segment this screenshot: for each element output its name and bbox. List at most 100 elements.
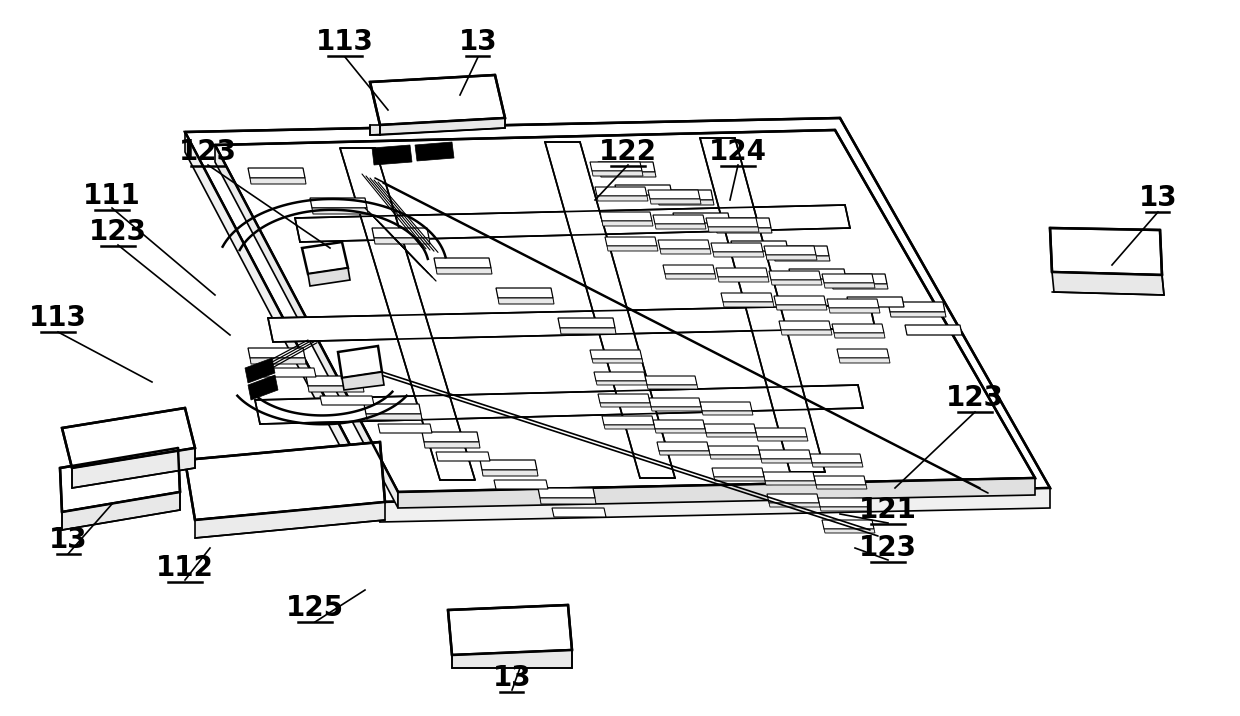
Text: 13: 13 <box>492 664 531 692</box>
Polygon shape <box>306 376 363 386</box>
Polygon shape <box>496 288 553 298</box>
Polygon shape <box>72 448 195 488</box>
Polygon shape <box>453 650 572 668</box>
Polygon shape <box>591 171 644 176</box>
Polygon shape <box>600 403 651 407</box>
Polygon shape <box>415 142 454 161</box>
Polygon shape <box>818 498 870 507</box>
Polygon shape <box>658 451 711 455</box>
Polygon shape <box>546 142 675 478</box>
Polygon shape <box>789 269 846 279</box>
Polygon shape <box>825 529 875 533</box>
Polygon shape <box>701 138 825 472</box>
Polygon shape <box>702 411 753 415</box>
Polygon shape <box>905 325 962 335</box>
Polygon shape <box>185 132 379 522</box>
Polygon shape <box>591 359 644 363</box>
Polygon shape <box>813 476 866 485</box>
Polygon shape <box>262 368 316 377</box>
Polygon shape <box>708 446 760 455</box>
Polygon shape <box>310 198 367 208</box>
Polygon shape <box>649 190 701 199</box>
Polygon shape <box>195 502 384 538</box>
Polygon shape <box>816 485 867 489</box>
Polygon shape <box>779 321 831 330</box>
Polygon shape <box>379 488 1050 522</box>
Polygon shape <box>888 302 945 312</box>
Polygon shape <box>706 218 758 227</box>
Polygon shape <box>755 428 807 437</box>
Polygon shape <box>715 268 768 277</box>
Polygon shape <box>704 424 756 433</box>
Text: 121: 121 <box>859 496 916 524</box>
Polygon shape <box>768 494 818 503</box>
Polygon shape <box>436 268 492 274</box>
Polygon shape <box>308 386 365 392</box>
Polygon shape <box>598 394 650 403</box>
Polygon shape <box>372 145 412 165</box>
Polygon shape <box>339 346 382 378</box>
Polygon shape <box>651 407 702 411</box>
Polygon shape <box>560 328 616 334</box>
Polygon shape <box>769 271 821 280</box>
Polygon shape <box>827 299 879 308</box>
Polygon shape <box>1052 272 1164 295</box>
Polygon shape <box>600 172 656 177</box>
Polygon shape <box>215 130 1035 492</box>
Polygon shape <box>658 240 711 249</box>
Polygon shape <box>763 472 815 481</box>
Text: 123: 123 <box>179 138 237 166</box>
Polygon shape <box>1050 228 1162 275</box>
Polygon shape <box>601 416 653 425</box>
Polygon shape <box>711 243 763 252</box>
Polygon shape <box>655 224 706 229</box>
Polygon shape <box>820 507 870 511</box>
Polygon shape <box>890 312 946 317</box>
Polygon shape <box>378 424 432 433</box>
Polygon shape <box>714 218 771 228</box>
Polygon shape <box>590 162 642 171</box>
Polygon shape <box>250 358 306 364</box>
Polygon shape <box>771 280 822 285</box>
Polygon shape <box>596 381 647 385</box>
Polygon shape <box>665 274 715 279</box>
Polygon shape <box>398 478 1035 508</box>
Polygon shape <box>615 185 672 195</box>
Polygon shape <box>255 385 863 424</box>
Polygon shape <box>776 305 827 310</box>
Polygon shape <box>595 187 647 196</box>
Polygon shape <box>781 330 832 335</box>
Polygon shape <box>308 268 350 286</box>
Polygon shape <box>715 228 773 233</box>
Polygon shape <box>215 145 398 508</box>
Polygon shape <box>374 238 430 244</box>
Polygon shape <box>657 442 709 451</box>
Text: 125: 125 <box>286 594 343 622</box>
Text: 122: 122 <box>599 138 657 166</box>
Polygon shape <box>764 246 816 255</box>
Polygon shape <box>62 408 195 468</box>
Polygon shape <box>370 125 379 135</box>
Polygon shape <box>601 221 653 226</box>
Polygon shape <box>720 293 773 302</box>
Polygon shape <box>653 420 706 429</box>
Polygon shape <box>370 75 505 125</box>
Polygon shape <box>766 255 817 260</box>
Polygon shape <box>706 433 756 437</box>
Polygon shape <box>605 237 657 246</box>
Polygon shape <box>769 503 820 507</box>
Polygon shape <box>653 215 706 224</box>
Polygon shape <box>650 199 701 204</box>
Text: 113: 113 <box>29 304 87 332</box>
Text: 124: 124 <box>709 138 768 166</box>
Polygon shape <box>655 429 706 433</box>
Polygon shape <box>847 297 904 307</box>
Polygon shape <box>723 302 774 307</box>
Polygon shape <box>812 463 863 467</box>
Polygon shape <box>558 318 615 328</box>
Polygon shape <box>600 212 652 221</box>
Polygon shape <box>712 468 764 477</box>
Polygon shape <box>538 488 595 498</box>
Polygon shape <box>718 277 769 282</box>
Polygon shape <box>708 227 759 232</box>
